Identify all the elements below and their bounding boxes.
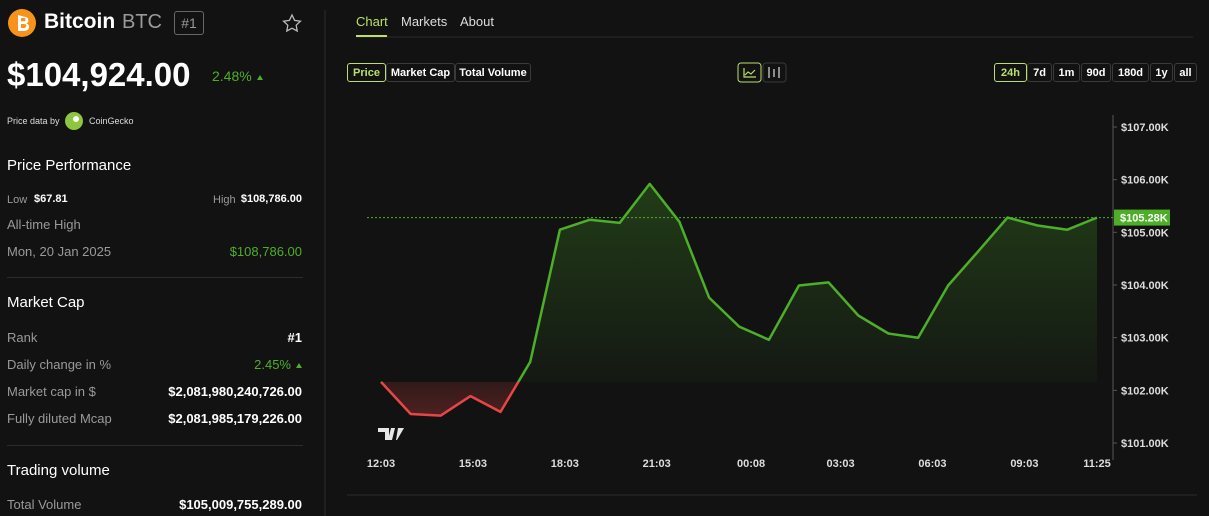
candle-chart-icon [768, 67, 780, 78]
section-title: Trading volume [7, 462, 110, 479]
candle-chart-toggle[interactable] [762, 62, 787, 83]
tab[interactable]: Chart [356, 14, 388, 29]
y-tick-label: $106.00K [1121, 175, 1169, 187]
range-button[interactable]: 180d [1112, 63, 1149, 82]
range-button[interactable]: 1m [1053, 63, 1080, 82]
ath-value: $108,786.00 [229, 244, 302, 259]
range-button[interactable]: 24h [994, 63, 1027, 82]
row-label: Daily change in % [7, 357, 112, 372]
range-button[interactable]: 90d [1081, 63, 1111, 82]
price: $104,924.00 [7, 56, 191, 93]
line-chart-toggle[interactable] [737, 62, 762, 83]
coin-symbol: BTC [122, 11, 162, 33]
row-label: Market cap in $ [7, 384, 96, 399]
last-value-box [1114, 209, 1170, 226]
source-name: CoinGecko [89, 116, 134, 126]
line-chart-icon [743, 68, 756, 78]
ath-label: All-time High [7, 217, 81, 232]
x-tick-label: 03:03 [826, 458, 854, 470]
y-tick-label: $102.00K [1121, 385, 1169, 397]
row-value: $105,009,755,289.00 [179, 497, 302, 512]
y-tick-label: $101.00K [1121, 438, 1169, 450]
x-tick-label: 00:08 [737, 458, 765, 470]
metric-button[interactable]: Total Volume [455, 63, 531, 82]
x-tick-label: 11:25 [1083, 458, 1111, 470]
ath-date: Mon, 20 Jan 2025 [7, 244, 112, 259]
low-value: $67.81 [34, 193, 68, 205]
range-button[interactable]: all [1174, 63, 1197, 82]
tab[interactable]: About [460, 14, 494, 29]
row-value: $2,081,980,240,726.00 [168, 384, 302, 399]
area [381, 183, 1097, 416]
row-value: #1 [287, 330, 302, 345]
y-tick-label: $107.00K [1121, 122, 1169, 134]
price-line [380, 182, 1098, 417]
tab[interactable]: Markets [401, 14, 448, 29]
low-label: Low [7, 194, 28, 206]
x-tick-label: 21:03 [643, 458, 671, 470]
range-button[interactable]: 1y [1150, 63, 1173, 82]
row-label: Total Volume [7, 497, 82, 512]
row-label: Fully diluted Mcap [7, 411, 112, 426]
section-title: Price Performance [7, 157, 132, 174]
last-value-label: $105.28K [1120, 213, 1168, 225]
x-tick-label: 09:03 [1010, 458, 1038, 470]
section-title: Market Cap [7, 294, 85, 311]
coin-glyph [18, 15, 29, 31]
favorite-star[interactable] [282, 13, 302, 33]
rule [7, 445, 303, 446]
y-tick-label: $104.00K [1121, 280, 1169, 292]
coingecko-eye [73, 116, 79, 122]
x-tick-label: 06:03 [918, 458, 946, 470]
high-label: High [213, 194, 236, 206]
price-change: 2.48% [212, 68, 263, 84]
coin-name: Bitcoin [44, 10, 116, 33]
source-prefix: Price data by [7, 116, 60, 126]
y-tick-label: $103.00K [1121, 333, 1169, 345]
row-value: $2,081,985,179,226.00 [168, 411, 302, 426]
row-label: Rank [7, 330, 38, 345]
tradingview-logo [378, 428, 404, 440]
row-value: 2.45% [254, 357, 302, 372]
metric-button[interactable]: Price [347, 63, 386, 82]
range-button[interactable]: 7d [1027, 63, 1052, 82]
high-value: $108,786.00 [240, 193, 302, 205]
x-tick-label: 15:03 [459, 458, 487, 470]
x-tick-label: 18:03 [551, 458, 579, 470]
rank-badge: #1 [174, 11, 204, 35]
metric-button[interactable]: Market Cap [386, 63, 455, 82]
x-tick-label: 12:03 [367, 458, 395, 470]
y-tick-label: $105.00K [1121, 227, 1169, 239]
rule [7, 277, 303, 278]
